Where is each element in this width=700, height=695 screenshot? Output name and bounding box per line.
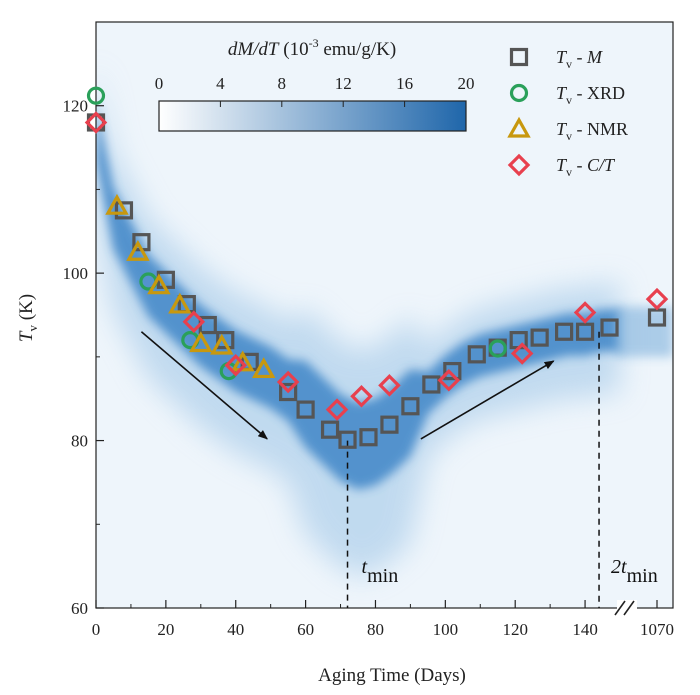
data-point bbox=[530, 328, 549, 347]
data-point-1070 bbox=[645, 287, 669, 311]
x-tick-label: 100 bbox=[433, 620, 459, 639]
legend-label: Tv - XRD bbox=[556, 83, 625, 107]
x-tick-label: 60 bbox=[297, 620, 314, 639]
data-point bbox=[443, 361, 462, 381]
y-tick-label: 100 bbox=[63, 264, 89, 283]
x-tick-label: 80 bbox=[367, 620, 384, 639]
data-point bbox=[437, 369, 461, 392]
data-point bbox=[350, 384, 373, 408]
data-point bbox=[230, 350, 255, 372]
x-break-tick-label: 1070 bbox=[640, 620, 674, 639]
y-tick-label: 120 bbox=[63, 97, 89, 116]
data-point bbox=[401, 397, 420, 416]
data-point bbox=[338, 430, 357, 449]
colorbar-tick-label: 0 bbox=[155, 74, 164, 93]
legend-marker bbox=[509, 83, 529, 103]
x-axis-title: Aging Time (Days) bbox=[318, 665, 466, 686]
series-ct bbox=[84, 111, 669, 421]
data-points bbox=[84, 86, 669, 449]
legend-marker bbox=[507, 116, 531, 138]
data-point bbox=[216, 331, 235, 350]
colorbar-gradient bbox=[158, 100, 467, 132]
y-tick-label: 60 bbox=[71, 599, 88, 618]
colorbar: dM/dT (10-3 emu/g/K) 0 4 8 12 16 20 bbox=[155, 36, 475, 132]
data-point bbox=[126, 239, 150, 261]
data-point bbox=[380, 415, 399, 434]
data-point bbox=[86, 86, 106, 105]
data-point bbox=[488, 339, 507, 358]
colorbar-tick-label: 8 bbox=[278, 74, 287, 93]
data-point bbox=[224, 353, 247, 377]
plot-frame bbox=[95, 21, 674, 609]
annotation-label: tmin bbox=[362, 556, 399, 587]
legend-label: Tv - C/T bbox=[556, 155, 616, 179]
x-tick-label: 140 bbox=[572, 620, 598, 639]
data-point bbox=[182, 310, 206, 333]
heatmap-band-core bbox=[96, 99, 620, 490]
data-point bbox=[147, 273, 171, 295]
legend-item-ct: Tv - C/T bbox=[507, 153, 616, 179]
data-point bbox=[320, 420, 340, 439]
legend-label: Tv - M bbox=[556, 47, 603, 71]
legend: Tv - M Tv - XRD Tv - NMR Tv - C/T bbox=[507, 47, 628, 179]
legend-marker bbox=[507, 153, 531, 177]
annotations: tmin 2tmin bbox=[140, 331, 658, 608]
data-point bbox=[276, 370, 300, 394]
data-point bbox=[189, 331, 213, 353]
annotation-label: 2tmin bbox=[611, 556, 658, 587]
data-point bbox=[84, 111, 108, 134]
data-point bbox=[600, 318, 619, 337]
legend-marker bbox=[509, 47, 529, 67]
data-point bbox=[573, 301, 597, 324]
data-point bbox=[378, 374, 401, 397]
series-nmr bbox=[105, 193, 276, 379]
x-tick-label: 120 bbox=[502, 620, 528, 639]
data-point bbox=[359, 428, 378, 447]
data-point bbox=[422, 375, 441, 394]
colorbar-title: dM/dT (10-3 emu/g/K) bbox=[228, 36, 396, 60]
x-tick-label: 0 bbox=[92, 620, 101, 639]
legend-item-nmr: Tv - NMR bbox=[507, 116, 628, 143]
data-point bbox=[114, 201, 134, 220]
data-point bbox=[555, 322, 574, 341]
colorbar-tick-label: 20 bbox=[458, 74, 475, 93]
legend-label: Tv - NMR bbox=[556, 119, 628, 143]
colorbar-ticks: 0 4 8 12 16 20 bbox=[155, 74, 475, 107]
data-point bbox=[279, 382, 298, 402]
colorbar-tick-label: 12 bbox=[335, 74, 352, 93]
data-point bbox=[467, 345, 486, 364]
data-point bbox=[168, 292, 192, 314]
data-point bbox=[575, 322, 595, 341]
data-point bbox=[325, 398, 349, 421]
trend-arrow bbox=[420, 360, 555, 440]
colorbar-tick-label: 16 bbox=[396, 74, 413, 93]
data-point bbox=[251, 357, 276, 379]
axis-break-mark bbox=[623, 600, 635, 616]
axis-break-mark bbox=[614, 600, 626, 616]
legend-item-xrd: Tv - XRD bbox=[509, 83, 625, 107]
x-tick-label: 40 bbox=[227, 620, 244, 639]
data-point bbox=[105, 193, 129, 215]
y-axis-title: Tv (K) bbox=[16, 294, 40, 342]
y-tick-label: 80 bbox=[71, 432, 88, 451]
x-tick-label: 20 bbox=[157, 620, 174, 639]
legend-item-m: Tv - M bbox=[509, 47, 603, 71]
data-point bbox=[210, 333, 234, 355]
data-point bbox=[510, 342, 534, 365]
data-point bbox=[296, 400, 315, 419]
colorbar-tick-label: 4 bbox=[216, 74, 225, 93]
axes: 0 20 40 60 80 100 120 140 1070 60 80 100 120 bbox=[63, 97, 675, 639]
trend-arrow bbox=[140, 331, 268, 440]
